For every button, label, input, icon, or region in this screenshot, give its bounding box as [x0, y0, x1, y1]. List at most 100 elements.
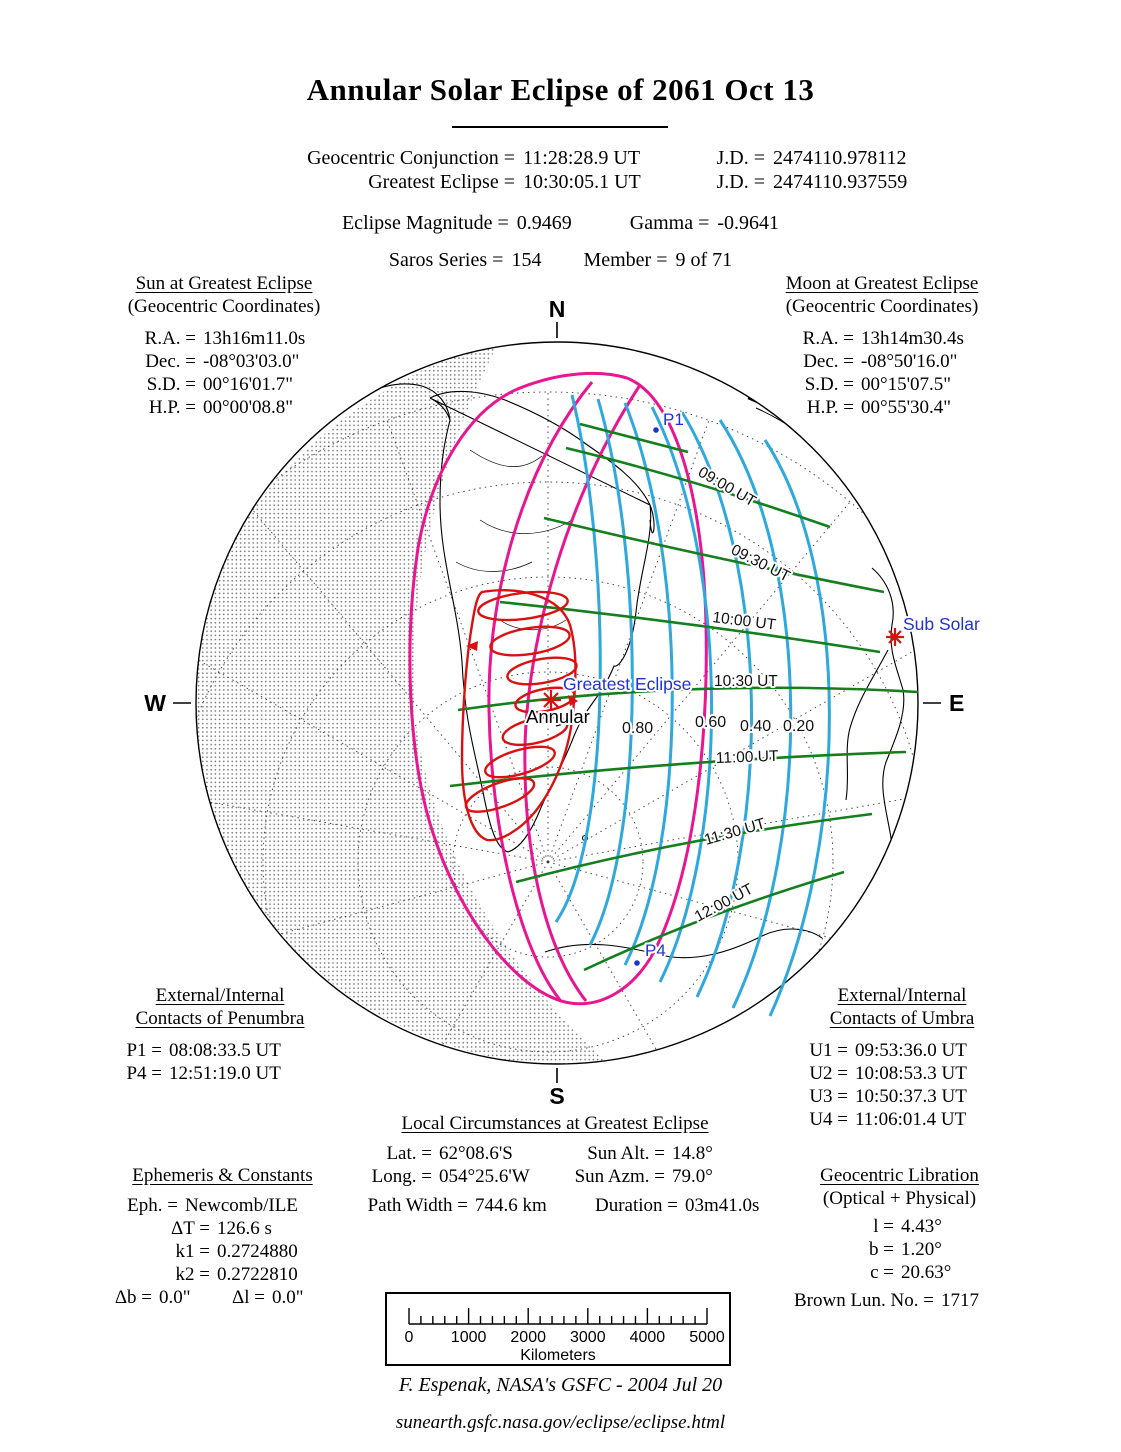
magnitude-label: Eclipse Magnitude = [341, 212, 509, 234]
path-width-value: 744.6 km [475, 1195, 547, 1216]
long-label: Long. = [371, 1166, 432, 1187]
scale-label-4000: 4000 [630, 1329, 666, 1346]
p1-time-label: P1 = [126, 1040, 162, 1061]
umbra-contacts-block: External/Internal Contacts of Umbra U1 =… [788, 984, 1016, 1131]
libration-l-value: 4.43° [901, 1216, 942, 1237]
k1-label: k1 = [175, 1241, 210, 1262]
duration-label: Duration = [594, 1195, 678, 1216]
night-shading [196, 342, 615, 1064]
sun-ra-value: 13h16m11.0s [203, 328, 306, 349]
africa-coast [845, 567, 905, 907]
u4-time-value: 11:06:01.4 UT [855, 1109, 967, 1130]
delta-b-label: Δb = [114, 1287, 152, 1308]
libration-l-label: l = [873, 1216, 894, 1237]
u1-time-label: U1 = [809, 1040, 848, 1061]
central-path [460, 589, 578, 842]
moon-sd-label: S.D. = [804, 374, 854, 395]
scale-label-0: 0 [405, 1329, 414, 1346]
duration-value: 03m41.0s [685, 1195, 760, 1216]
jd1-label: J.D. = [716, 147, 765, 169]
scale-label-2000: 2000 [510, 1329, 546, 1346]
greatest-eclipse-asterisk-icon [541, 690, 561, 710]
umbra-heading-2: Contacts of Umbra [829, 1008, 975, 1029]
penumbra-heading-2: Contacts of Penumbra [135, 1008, 305, 1029]
libration-b-value: 1.20° [901, 1239, 942, 1260]
jd2-label: J.D. = [716, 171, 765, 193]
k2-value: 0.2722810 [217, 1264, 298, 1285]
moon-hp-value: 00°55'30.4" [861, 397, 952, 418]
local-circumstances-block: Local Circumstances at Greatest Eclipse … [340, 1112, 770, 1217]
magnitude-gamma-line: Eclipse Magnitude = 0.9469 Gamma = -0.96… [0, 212, 1121, 235]
p1-point [653, 427, 659, 433]
compass-east-label: E [949, 690, 964, 716]
libration-heading: Geocentric Libration [820, 1165, 979, 1186]
magnitude-label-040: 0.40 [740, 718, 771, 735]
jd1-value: 2474110.978112 [773, 147, 907, 169]
sun-azm-label: Sun Azm. = [574, 1166, 665, 1187]
time-label-1030: 10:30 UT [714, 673, 778, 690]
eph-label: Eph. = [127, 1195, 178, 1216]
moon-dec-value: -08°50'16.0" [861, 351, 958, 372]
magnitude-label-020: 0.20 [783, 718, 814, 735]
moon-hp-label: H.P. = [806, 397, 854, 418]
conjunction-label: Geocentric Conjunction = [307, 147, 515, 169]
saros-label: Saros Series = [388, 249, 504, 271]
page-title: Annular Solar Eclipse of 2061 Oct 13 [306, 72, 815, 107]
libration-subheading: (Optical + Physical) [822, 1188, 977, 1209]
u4-time-label: U4 = [809, 1109, 848, 1130]
libration-b-label: b = [869, 1239, 894, 1260]
moon-heading: Moon at Greatest Eclipse [785, 273, 979, 294]
libration-c-label: c = [870, 1262, 894, 1283]
sun-alt-label: Sun Alt. = [587, 1143, 665, 1164]
greatest-label: Greatest Eclipse = [368, 171, 515, 193]
eph-value: Newcomb/ILE [185, 1195, 298, 1216]
brown-lun-label: Brown Lun. No. = [793, 1290, 934, 1311]
moon-block: Moon at Greatest Eclipse (Geocentric Coo… [762, 272, 1002, 419]
sun-dec-label: Dec. = [145, 351, 196, 372]
moon-ra-value: 13h14m30.4s [861, 328, 964, 349]
p4-point [634, 960, 640, 966]
umbra-heading-1: External/Internal [837, 985, 967, 1006]
delta-t-value: 126.6 s [217, 1218, 272, 1239]
ephemeris-heading: Ephemeris & Constants [132, 1165, 313, 1186]
time-label-1130: 11:30 UT [702, 815, 767, 849]
u1-time-value: 09:53:36.0 UT [855, 1040, 967, 1061]
annular-arrow-icon [555, 716, 581, 727]
path-width-label: Path Width = [367, 1195, 468, 1216]
k1-value: 0.2724880 [217, 1241, 298, 1262]
compass: N S W E [144, 296, 964, 1109]
lat-label: Lat. = [386, 1143, 432, 1164]
moon-sd-value: 00°15'07.5" [861, 374, 952, 395]
compass-north-label: N [549, 296, 566, 322]
sun-hp-label: H.P. = [148, 397, 196, 418]
point-markers [541, 427, 904, 966]
compass-west-label: W [144, 690, 166, 716]
scale-ticks [408, 1308, 708, 1324]
ephemeris-block: Ephemeris & Constants Eph. = Newcomb/ILE … [100, 1164, 345, 1309]
sun-block: Sun at Greatest Eclipse (Geocentric Coor… [104, 272, 344, 419]
sun-alt-value: 14.8° [672, 1143, 713, 1164]
scale-bar-ruler: 0 1000 2000 3000 4000 5000 Kilometers [405, 1308, 725, 1364]
local-heading: Local Circumstances at Greatest Eclipse [401, 1113, 709, 1134]
sun-subheading: (Geocentric Coordinates) [127, 296, 321, 317]
globe-outline [195, 341, 919, 1065]
sun-azm-value: 79.0° [672, 1166, 713, 1187]
gamma-value: -0.9641 [717, 212, 780, 234]
u2-time-value: 10:08:53.3 UT [855, 1063, 967, 1084]
long-value: 054°25.6'W [439, 1166, 530, 1187]
sun-heading: Sun at Greatest Eclipse [135, 273, 313, 294]
p4-time-value: 12:51:19.0 UT [169, 1063, 281, 1084]
path-direction-arrow-west [466, 641, 478, 651]
sun-sd-label: S.D. = [146, 374, 196, 395]
time-label-1100: 11:00 UT [716, 748, 780, 767]
brown-lun-value: 1717 [941, 1290, 979, 1311]
delta-b-value: 0.0" [159, 1287, 191, 1308]
libration-c-value: 20.63° [901, 1262, 952, 1283]
scale-bar: 0 1000 2000 3000 4000 5000 Kilometers [385, 1292, 731, 1366]
gamma-label: Gamma = [629, 212, 710, 234]
magnitude-label-060: 0.60 [695, 714, 726, 731]
greatest-value: 10:30:05.1 UT [523, 171, 641, 193]
moon-ra-label: R.A. = [802, 328, 854, 349]
sun-dec-value: -08°03'03.0" [203, 351, 300, 372]
delta-l-value: 0.0" [272, 1287, 304, 1308]
